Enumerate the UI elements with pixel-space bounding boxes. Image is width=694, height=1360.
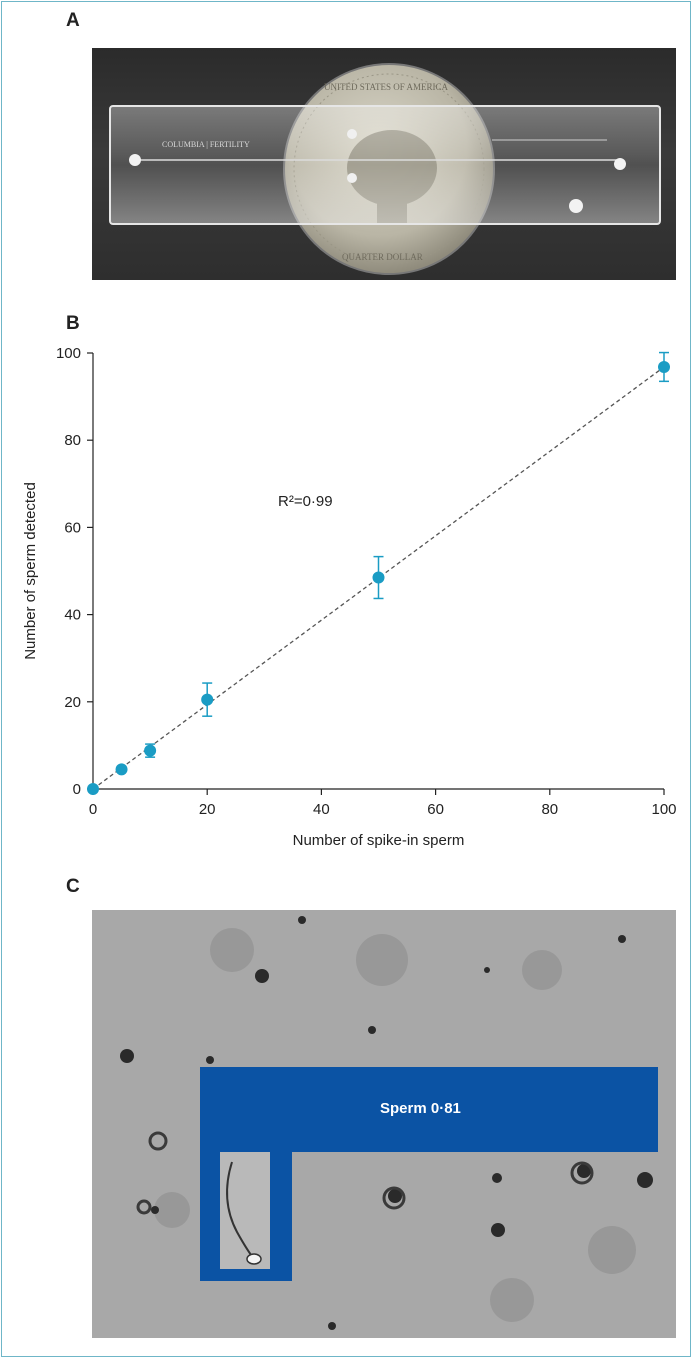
chip-port-left xyxy=(129,154,141,166)
panel-b-letter: B xyxy=(66,313,80,334)
x-tick-label: 20 xyxy=(199,801,216,818)
data-points-layer xyxy=(87,351,670,795)
y-tick-label: 60 xyxy=(64,519,81,536)
panel-c-letter: C xyxy=(66,876,80,897)
x-axis-title: Number of spike-in sperm xyxy=(293,832,465,849)
x-tick-label: 80 xyxy=(541,801,558,818)
detection-bounding-box xyxy=(200,1067,658,1281)
x-tick-label: 100 xyxy=(651,801,676,818)
sperm-head xyxy=(246,1253,262,1265)
detection-label: Sperm 0·81 xyxy=(380,1100,461,1117)
calibration-chart: 0 20 40 60 80 100 0 20 40 60 80 100 R²=0·99 Number … xyxy=(22,345,677,849)
data-point xyxy=(144,744,157,757)
coin-inscription-bottom: QUARTER DOLLAR xyxy=(342,252,423,262)
y-tick-label: 20 xyxy=(64,694,81,711)
microscopy-field xyxy=(92,910,676,1338)
glass-chip xyxy=(109,105,661,225)
detected-sperm-crop xyxy=(220,1152,270,1269)
y-axis-title: Number of sperm detected xyxy=(22,482,39,660)
panel-a-letter: A xyxy=(66,10,80,31)
x-tick-label: 0 xyxy=(89,801,97,818)
coin-inscription-top: UNITED STATES OF AMERICA xyxy=(324,82,449,92)
data-point xyxy=(87,783,99,795)
x-tick-label: 40 xyxy=(313,801,330,818)
chart-axes: 0 20 40 60 80 100 0 20 40 60 80 100 xyxy=(56,345,677,818)
y-tick-label: 0 xyxy=(73,781,81,798)
microfluidic-chip-photo: COLUMBIA | FERTILITY UNITED STATES OF AM… xyxy=(92,48,676,280)
chip-brand-text: COLUMBIA | FERTILITY xyxy=(162,140,250,149)
y-tick-label: 40 xyxy=(64,607,81,624)
y-tick-label: 80 xyxy=(64,432,81,449)
data-point xyxy=(372,571,385,584)
x-tick-label: 60 xyxy=(427,801,444,818)
data-point xyxy=(201,693,214,706)
data-point xyxy=(658,360,670,373)
y-tick-label: 100 xyxy=(56,345,81,362)
trendline-layer xyxy=(92,366,665,790)
dashed-trendline xyxy=(92,366,665,790)
chip-illustration: COLUMBIA | FERTILITY UNITED STATES OF AM… xyxy=(109,63,661,275)
chip-port-outlet xyxy=(569,199,583,213)
data-point xyxy=(115,763,128,776)
chip-port-right xyxy=(614,158,626,170)
microscopy-photo: Sperm 0·81 xyxy=(92,910,676,1338)
r-squared-annotation: R²=0·99 xyxy=(278,493,333,510)
